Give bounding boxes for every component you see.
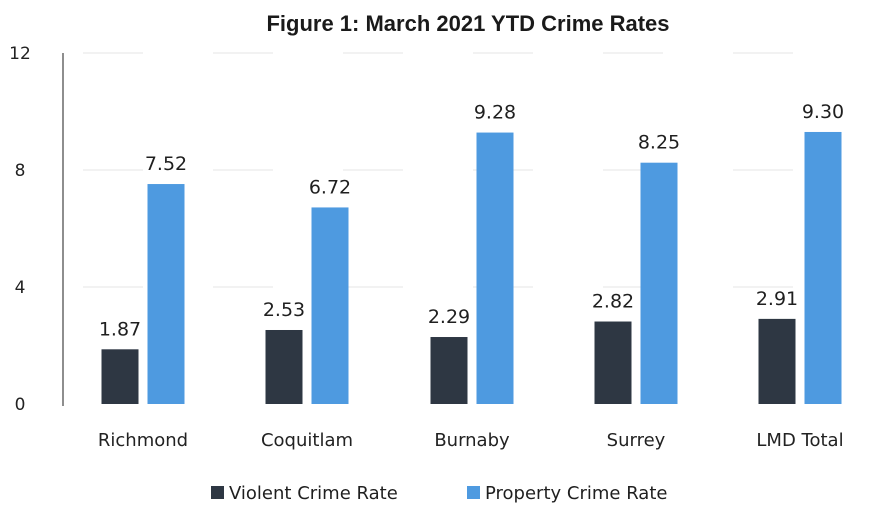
bar-value-label: 2.91 (756, 288, 798, 310)
data-labels: 1.87 2.53 2.29 2.82 2.91 7.52 6.72 9.28 8.25 9.30 (99, 101, 844, 340)
bar-value-label: 7.52 (145, 153, 187, 175)
bar-value-label: 2.53 (263, 299, 305, 321)
violent-crime-bar (101, 349, 139, 404)
y-tick-label: 8 (15, 161, 26, 181)
property-crime-bar (476, 132, 514, 404)
x-category-label: Richmond (98, 430, 188, 451)
violent-crime-bar (265, 329, 303, 404)
bar-value-label: 1.87 (99, 318, 141, 340)
property-crime-bar (804, 131, 842, 404)
x-category-label: Coquitlam (261, 430, 353, 451)
bar-value-label: 2.29 (428, 306, 470, 328)
property-crime-bar (311, 207, 349, 404)
y-tick-label: 4 (15, 278, 26, 298)
property-crime-bar (640, 162, 678, 404)
legend-label: Violent Crime Rate (229, 483, 398, 504)
x-axis-categories: Richmond Coquitlam Burnaby Surrey LMD Total (98, 430, 844, 451)
y-tick-label: 12 (9, 44, 31, 64)
violent-crime-bar (594, 321, 632, 404)
bar-value-label: 9.30 (802, 101, 844, 123)
bar-value-label: 9.28 (474, 102, 516, 124)
violent-crime-bar (758, 318, 796, 404)
y-axis: 0 4 8 12 (9, 44, 64, 415)
violent-crime-bar (430, 337, 468, 404)
x-category-label: LMD Total (756, 430, 843, 451)
legend-swatch-violent (211, 486, 224, 499)
bar-value-label: 8.25 (638, 132, 680, 154)
bar-value-label: 2.82 (592, 291, 634, 313)
x-category-label: Surrey (607, 430, 666, 451)
legend: Violent Crime Rate Property Crime Rate (211, 483, 667, 504)
y-tick-label: 0 (15, 395, 26, 415)
legend-swatch-property (467, 486, 480, 499)
legend-label: Property Crime Rate (485, 483, 667, 504)
property-crime-bar (147, 184, 185, 404)
chart-title: Figure 1: March 2021 YTD Crime Rates (266, 11, 669, 36)
bars (101, 131, 842, 404)
x-category-label: Burnaby (434, 430, 510, 451)
bar-value-label: 6.72 (309, 176, 351, 198)
gridlines (83, 52, 842, 288)
